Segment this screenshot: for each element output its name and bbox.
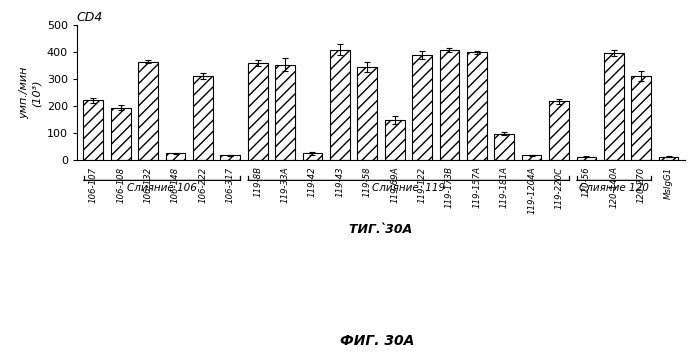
Bar xyxy=(357,67,377,160)
Bar xyxy=(303,153,322,160)
Bar xyxy=(412,55,432,160)
Bar xyxy=(330,50,350,160)
Bar xyxy=(467,52,487,160)
Text: CD4: CD4 xyxy=(77,11,103,24)
Bar xyxy=(384,120,405,160)
Bar xyxy=(549,102,569,160)
Bar xyxy=(604,53,624,160)
Bar xyxy=(83,100,103,160)
Bar xyxy=(521,155,542,160)
Bar xyxy=(166,153,185,160)
Text: ΤИГ. ̀30A: ΤИГ. ̀30A xyxy=(350,223,412,237)
Bar xyxy=(220,155,240,160)
Y-axis label: умп./мин
(10³): умп./мин (10³) xyxy=(20,67,41,119)
Text: ФИГ. 30А: ФИГ. 30А xyxy=(340,334,415,348)
Bar xyxy=(248,63,268,160)
Bar xyxy=(138,62,158,160)
Bar xyxy=(111,108,131,160)
Bar xyxy=(631,76,651,160)
Bar xyxy=(275,64,295,160)
Text: Слияние 120: Слияние 120 xyxy=(579,183,649,193)
Bar xyxy=(494,134,514,160)
Bar xyxy=(658,157,679,160)
Bar xyxy=(193,76,212,160)
Text: Слияние 106: Слияние 106 xyxy=(127,183,196,193)
Bar xyxy=(577,157,596,160)
Text: Слияние  119: Слияние 119 xyxy=(372,183,445,193)
Bar xyxy=(440,50,459,160)
